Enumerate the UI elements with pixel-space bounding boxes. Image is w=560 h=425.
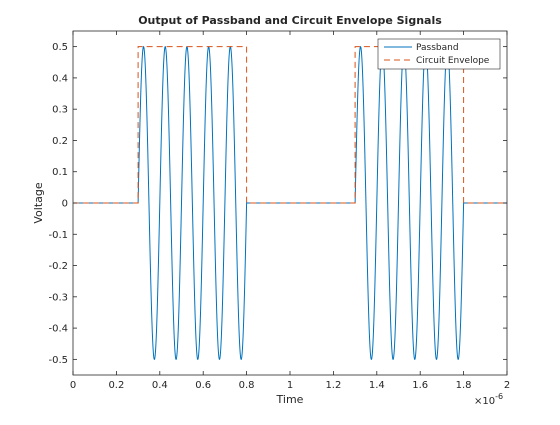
x-tick-label: 0.8 (239, 380, 255, 391)
x-axis-exponent-power: -6 (495, 392, 503, 401)
y-tick-label: -0.3 (48, 292, 68, 303)
x-tick-label: 1.2 (325, 380, 341, 391)
legend: Passband Circuit Envelope (377, 38, 501, 70)
x-tick-label: 0 (70, 380, 76, 391)
y-tick-label: 0.3 (52, 105, 68, 116)
y-tick-label: 0.2 (52, 136, 68, 147)
y-tick-label: -0.4 (48, 324, 68, 335)
y-tick-label: 0.5 (52, 42, 68, 53)
series-circuit-envelope-line (73, 46, 507, 204)
x-tick-label: 0.2 (108, 380, 124, 391)
x-tick-label: 1.6 (412, 380, 428, 391)
x-tick-label: 1 (287, 380, 293, 391)
y-tick-label: 0 (62, 199, 68, 210)
series-passband-line (73, 46, 507, 360)
y-tick-label: -0.5 (48, 355, 68, 366)
y-axis-label: Voltage (32, 182, 45, 223)
chart-title: Output of Passband and Circuit Envelope … (138, 14, 442, 27)
y-tick-label: -0.1 (48, 230, 68, 241)
legend-box (377, 38, 501, 70)
legend-entry-circuit-envelope: Circuit Envelope (416, 56, 490, 66)
x-tick-label: 0.6 (195, 380, 211, 391)
x-tick-label: 1.4 (369, 380, 385, 391)
x-tick-label: 1.8 (456, 380, 472, 391)
legend-entry-passband: Passband (416, 43, 459, 53)
x-axis-label: Time (276, 393, 304, 406)
x-axis-exponent: ×10-6 (474, 392, 503, 407)
axes: 0 0.2 0.4 0.6 0.8 1 1.2 1.4 1.6 1.8 2 -0.5 -0.4 -0.3 -… (48, 30, 510, 391)
x-tick-label: 2 (504, 380, 510, 391)
y-tick-label: 0.1 (52, 167, 68, 178)
x-axis-exponent-base: ×10 (474, 396, 495, 407)
y-tick-label: -0.2 (48, 261, 68, 272)
x-tick-label: 0.4 (152, 380, 168, 391)
plot-area (73, 46, 507, 360)
y-tick-label: 0.4 (52, 73, 68, 84)
